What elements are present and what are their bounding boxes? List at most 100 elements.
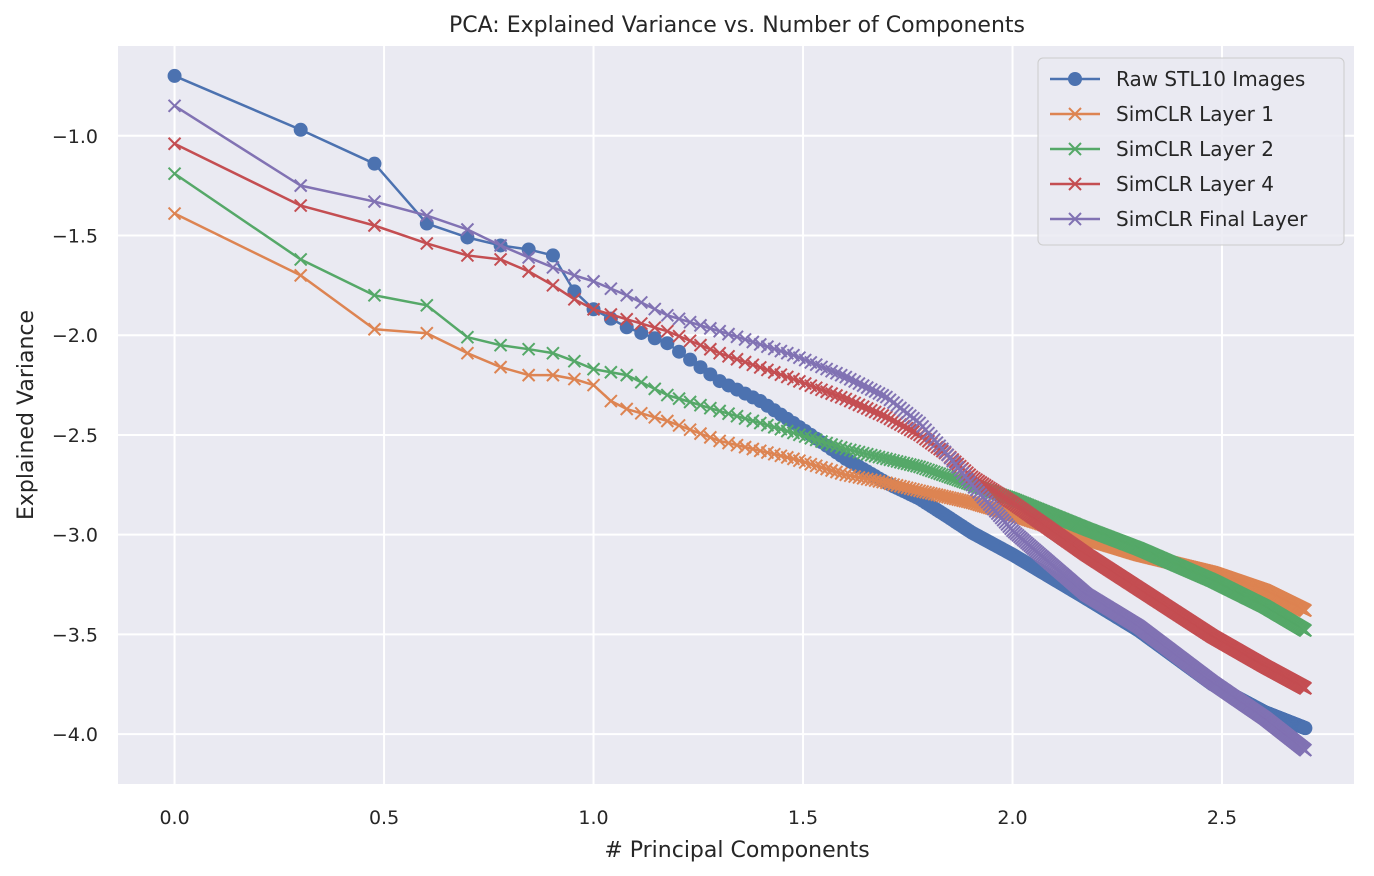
- data-point: [730, 352, 744, 366]
- data-point: [619, 320, 634, 335]
- data-point: [746, 358, 760, 372]
- x-tick-label: 2.0: [997, 807, 1027, 829]
- data-point: [567, 372, 582, 386]
- data-point: [648, 382, 662, 396]
- data-point: [586, 274, 601, 289]
- x-tick-label: 2.5: [1207, 807, 1237, 829]
- data-point: [738, 440, 752, 454]
- data-point: [420, 236, 434, 251]
- data-point: [703, 401, 718, 415]
- data-point: [460, 248, 475, 263]
- data-point: [847, 396, 862, 410]
- data-point: [683, 334, 697, 348]
- y-tick-label: −1.0: [52, 126, 98, 148]
- data-point: [847, 374, 862, 389]
- series-3: [167, 137, 1313, 695]
- data-point: [567, 354, 582, 368]
- data-point: [567, 292, 582, 307]
- data-point: [753, 337, 767, 352]
- data-point: [829, 388, 844, 403]
- data-point: [746, 335, 760, 349]
- data-point: [829, 439, 844, 453]
- x-tick-label: 1.0: [578, 807, 608, 829]
- data-point: [521, 342, 536, 356]
- x-tick-label: 0.0: [159, 807, 189, 829]
- x-tick-label: 0.5: [369, 807, 399, 829]
- legend-item: SimCLR Layer 4: [1050, 172, 1274, 196]
- data-point: [819, 436, 834, 450]
- data-point: [367, 194, 382, 209]
- data-point: [721, 327, 736, 341]
- legend-item: SimCLR Final Layer: [1050, 207, 1308, 231]
- tick-labels: 0.0 0.5 1.0 1.5 2.0 2.5 −1.0 −1.5 −2.0 −2.5 −3.0 −3…: [52, 126, 1237, 829]
- data-point: [746, 414, 760, 428]
- data-point: [843, 372, 857, 387]
- data-point: [834, 390, 848, 404]
- data-point: [367, 288, 382, 303]
- data-point: [521, 368, 536, 382]
- data-point: [620, 312, 634, 326]
- y-tick-label: −2.0: [52, 325, 98, 347]
- data-point: [693, 426, 708, 441]
- data-point: [660, 414, 675, 428]
- data-point: [876, 388, 890, 402]
- data-point: [567, 268, 582, 283]
- data-point: [864, 448, 878, 462]
- data-point: [493, 238, 508, 253]
- data-point: [876, 408, 890, 423]
- data-point: [883, 412, 897, 426]
- legend-box: [1037, 57, 1345, 246]
- x-tick-label: 1.5: [788, 807, 818, 829]
- y-tick-label: −4.0: [52, 724, 98, 746]
- data-point: [693, 338, 708, 352]
- data-point: [293, 252, 308, 267]
- data-point: [860, 401, 874, 416]
- data-point: [293, 122, 308, 137]
- data-point: [493, 338, 508, 352]
- chart-title: PCA: Explained Variance vs. Number of Co…: [449, 13, 1025, 38]
- data-point: [860, 472, 874, 486]
- data-point: [648, 410, 662, 424]
- data-point: [843, 443, 857, 457]
- data-point: [493, 252, 508, 267]
- data-point: [493, 360, 508, 374]
- series-4: [167, 99, 1313, 757]
- data-point: [864, 403, 878, 417]
- data-point: [1068, 177, 1082, 191]
- data-point: [900, 421, 914, 435]
- data-point: [1068, 212, 1082, 226]
- data-point: [420, 298, 434, 313]
- data-point: [730, 330, 744, 344]
- data-point: [546, 260, 560, 275]
- data-point: [1068, 107, 1082, 121]
- data-point: [903, 423, 917, 437]
- data-point: [648, 302, 662, 316]
- data-point: [604, 307, 618, 322]
- data-point: [932, 488, 947, 503]
- data-point: [660, 336, 675, 351]
- data-point: [852, 445, 866, 459]
- data-point: [839, 392, 853, 406]
- data-point: [703, 342, 718, 356]
- data-point: [546, 346, 560, 360]
- data-point: [586, 378, 601, 392]
- data-point: [586, 302, 601, 316]
- data-point: [856, 446, 870, 460]
- data-point: [834, 368, 848, 382]
- data-point: [634, 316, 648, 331]
- data-point: [420, 326, 434, 340]
- data-point: [712, 346, 727, 360]
- legend-label: Raw STL10 Images: [1116, 67, 1305, 91]
- y-tick-label: −1.5: [52, 225, 98, 247]
- data-point: [860, 380, 874, 395]
- data-point: [938, 489, 952, 504]
- data-point: [730, 438, 744, 452]
- data-point: [660, 308, 675, 322]
- data-point: [852, 376, 866, 391]
- data-point: [460, 222, 475, 237]
- data-point: [721, 406, 736, 421]
- data-point: [693, 318, 708, 333]
- data-point: [738, 355, 752, 369]
- data-point: [647, 331, 662, 346]
